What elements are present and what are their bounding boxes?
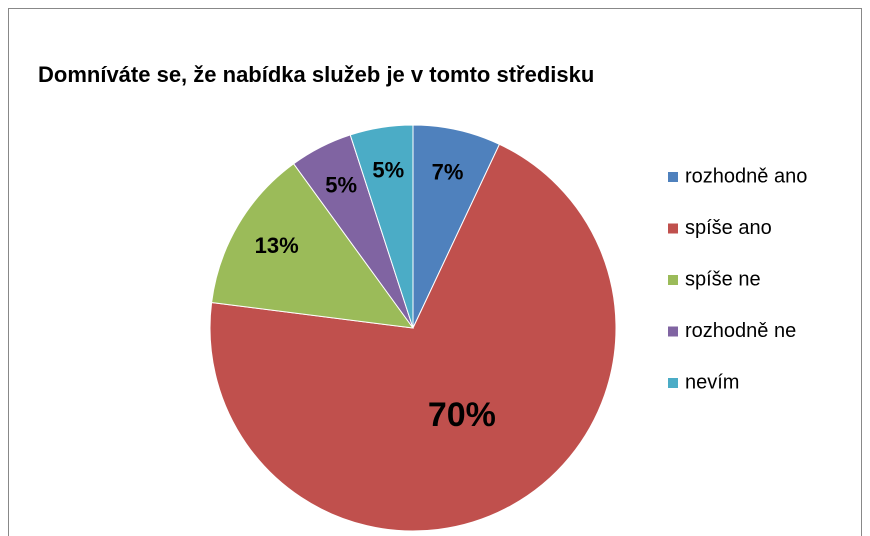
pie-slice: [349, 124, 414, 329]
data-label: 13%: [255, 233, 299, 258]
legend-label: nevím: [685, 371, 739, 393]
chart-title: Domníváte se, že nabídka služeb je v tom…: [38, 62, 594, 87]
legend-swatch: [668, 326, 678, 337]
legend-label: spíše ne: [685, 268, 761, 290]
legend-swatch: [668, 275, 678, 285]
data-label: 70%: [428, 396, 496, 434]
legend-swatch: [668, 378, 678, 388]
data-label: 5%: [325, 173, 357, 198]
legend-swatch: [668, 223, 678, 234]
pie-slice: [211, 163, 415, 329]
legend-label: rozhodně ano: [685, 165, 807, 187]
legend-swatch: [668, 172, 678, 182]
legend-label: spíše ano: [685, 217, 772, 239]
data-label: 7%: [432, 159, 464, 184]
pie-slice: [209, 143, 617, 532]
legend-label: rozhodně ne: [685, 320, 796, 342]
data-label: 5%: [372, 157, 404, 182]
